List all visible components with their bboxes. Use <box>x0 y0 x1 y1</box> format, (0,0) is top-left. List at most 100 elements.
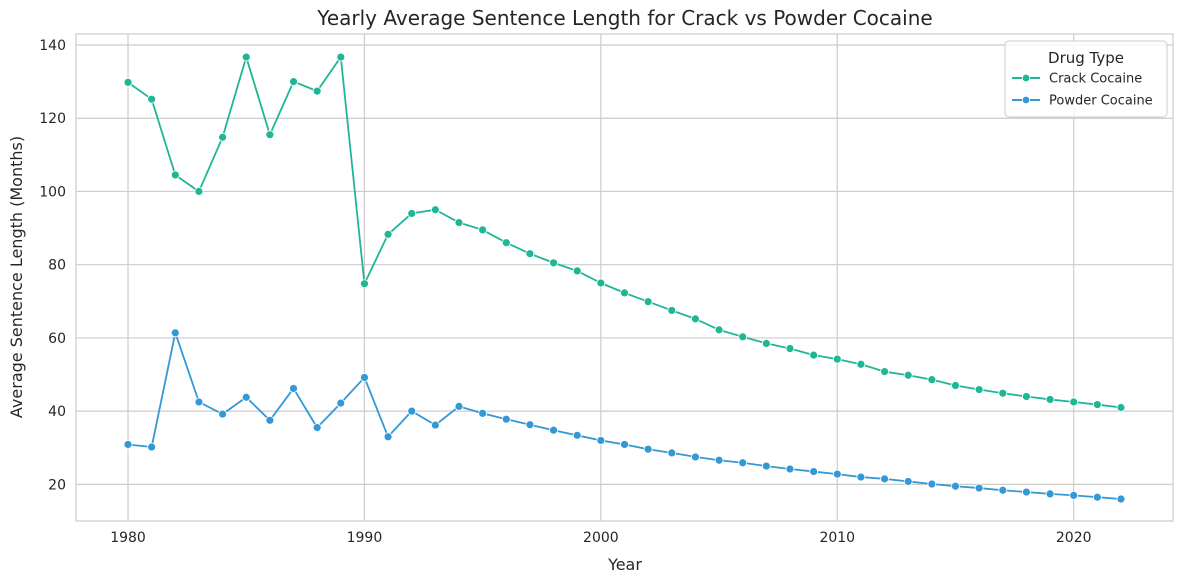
point-crack-cocaine-1982 <box>170 170 180 180</box>
point-crack-cocaine-1989 <box>336 52 346 62</box>
point-powder-cocaine-2001 <box>620 440 629 449</box>
point-crack-cocaine-2017 <box>998 388 1008 398</box>
point-powder-cocaine-2011 <box>856 472 866 482</box>
point-crack-cocaine-2020 <box>1069 397 1079 407</box>
point-powder-cocaine-2013 <box>903 477 913 486</box>
point-crack-cocaine-1992 <box>407 209 417 218</box>
series-crack-cocaine <box>123 52 1126 412</box>
legend-marker-crack-cocaine <box>1021 73 1031 83</box>
legend-box <box>1004 40 1168 118</box>
point-powder-cocaine-1998 <box>549 425 558 435</box>
point-crack-cocaine-2009 <box>809 350 819 360</box>
legend-title: Drug Type <box>1048 49 1124 67</box>
point-powder-cocaine-2012 <box>880 474 889 484</box>
point-crack-cocaine-2003 <box>667 306 677 315</box>
point-powder-cocaine-2020 <box>1069 490 1079 500</box>
point-crack-cocaine-2006 <box>738 332 748 342</box>
point-crack-cocaine-2012 <box>880 367 889 377</box>
x-tick-2010: 2010 <box>819 530 855 546</box>
y-tick-120: 120 <box>39 111 66 127</box>
point-crack-cocaine-2013 <box>903 370 913 380</box>
chart-title: Yearly Average Sentence Length for Crack… <box>316 6 932 30</box>
point-crack-cocaine-2005 <box>714 325 724 335</box>
point-powder-cocaine-1988 <box>312 423 322 433</box>
point-crack-cocaine-2021 <box>1092 400 1102 409</box>
point-crack-cocaine-2018 <box>1022 392 1031 401</box>
point-powder-cocaine-2021 <box>1092 492 1102 502</box>
legend-label-crack-cocaine: Crack Cocaine <box>1049 72 1142 87</box>
point-powder-cocaine-1993 <box>430 420 440 430</box>
point-crack-cocaine-2019 <box>1045 395 1055 404</box>
point-powder-cocaine-2008 <box>785 464 795 474</box>
point-powder-cocaine-2019 <box>1045 489 1055 499</box>
y-tick-labels: 20 40 60 80 100 120 140 <box>39 38 66 493</box>
point-powder-cocaine-2022 <box>1116 494 1126 504</box>
point-powder-cocaine-2016 <box>974 483 984 493</box>
legend: Drug Type Crack Cocaine Powder Cocaine <box>1004 40 1168 118</box>
point-powder-cocaine-1987 <box>289 384 298 393</box>
point-powder-cocaine-1984 <box>218 409 227 419</box>
point-crack-cocaine-2014 <box>927 375 937 385</box>
point-powder-cocaine-1997 <box>525 420 535 430</box>
point-powder-cocaine-1985 <box>241 392 251 402</box>
point-powder-cocaine-1994 <box>454 401 464 411</box>
point-crack-cocaine-1991 <box>383 229 393 239</box>
point-powder-cocaine-2003 <box>667 448 677 458</box>
point-crack-cocaine-1984 <box>218 132 227 142</box>
point-crack-cocaine-1981 <box>147 94 157 104</box>
legend-marker-powder-cocaine <box>1021 95 1031 105</box>
y-tick-20: 20 <box>48 477 66 493</box>
legend-label-powder-cocaine: Powder Cocaine <box>1049 94 1153 109</box>
point-crack-cocaine-1983 <box>194 187 204 196</box>
point-powder-cocaine-2009 <box>809 467 819 476</box>
point-powder-cocaine-2014 <box>927 479 937 489</box>
point-powder-cocaine-1996 <box>501 414 511 424</box>
y-tick-80: 80 <box>48 258 66 274</box>
point-powder-cocaine-2015 <box>951 481 960 491</box>
point-crack-cocaine-1987 <box>289 77 298 87</box>
point-crack-cocaine-1986 <box>265 130 275 140</box>
point-powder-cocaine-1980 <box>123 440 133 449</box>
point-crack-cocaine-1993 <box>430 205 440 215</box>
point-powder-cocaine-2000 <box>596 436 606 445</box>
point-powder-cocaine-2002 <box>643 444 653 454</box>
point-powder-cocaine-2018 <box>1022 487 1031 497</box>
point-crack-cocaine-2010 <box>832 354 842 364</box>
point-powder-cocaine-1982 <box>170 328 180 338</box>
point-powder-cocaine-1992 <box>407 406 417 416</box>
x-tick-1980: 1980 <box>110 530 146 546</box>
series-powder-cocaine <box>123 328 1126 504</box>
x-tick-2020: 2020 <box>1056 530 1092 546</box>
point-powder-cocaine-2017 <box>998 485 1008 495</box>
point-powder-cocaine-1995 <box>478 408 488 418</box>
point-powder-cocaine-1991 <box>383 432 393 442</box>
point-powder-cocaine-1989 <box>336 398 346 408</box>
point-crack-cocaine-2008 <box>785 344 795 353</box>
point-crack-cocaine-1994 <box>454 218 464 227</box>
point-crack-cocaine-2007 <box>761 339 771 348</box>
y-tick-100: 100 <box>39 184 66 200</box>
point-crack-cocaine-1990 <box>360 279 369 289</box>
y-tick-140: 140 <box>39 38 66 54</box>
point-crack-cocaine-2002 <box>643 297 653 307</box>
point-crack-cocaine-1996 <box>501 238 511 248</box>
point-crack-cocaine-1980 <box>123 77 133 87</box>
grid-lines <box>76 34 1173 521</box>
plot-frame <box>75 33 1174 522</box>
point-powder-cocaine-1986 <box>265 415 275 425</box>
point-crack-cocaine-2001 <box>620 288 629 298</box>
point-powder-cocaine-1983 <box>194 397 204 407</box>
series-layer <box>123 52 1126 504</box>
point-powder-cocaine-2006 <box>738 458 748 468</box>
point-crack-cocaine-2004 <box>691 314 700 324</box>
x-tick-2000: 2000 <box>583 530 619 546</box>
point-crack-cocaine-1997 <box>525 249 535 259</box>
point-powder-cocaine-2004 <box>691 452 700 462</box>
y-axis-label: Average Sentence Length (Months) <box>7 136 26 418</box>
y-tick-60: 60 <box>48 331 66 347</box>
point-crack-cocaine-2011 <box>856 359 866 369</box>
point-crack-cocaine-2015 <box>951 381 960 390</box>
point-crack-cocaine-1995 <box>478 225 488 235</box>
